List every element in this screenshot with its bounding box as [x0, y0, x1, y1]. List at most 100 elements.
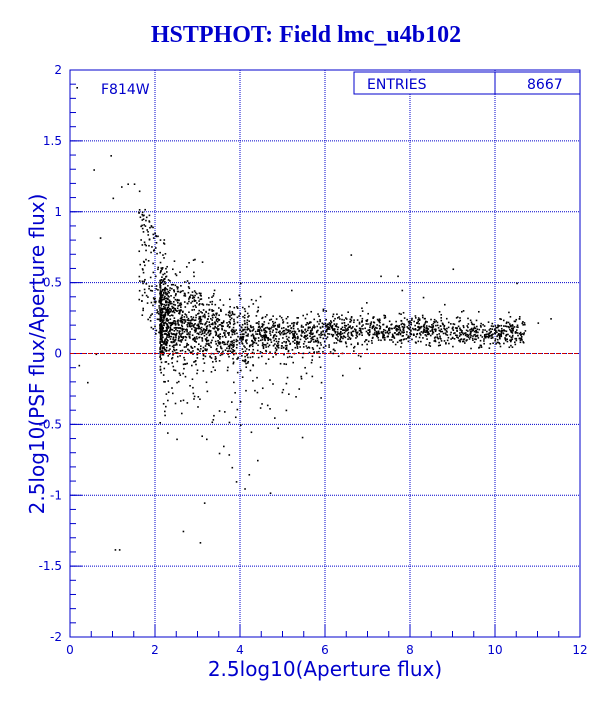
data-point	[172, 310, 175, 312]
data-point	[169, 280, 171, 282]
data-point	[154, 297, 156, 300]
data-point	[261, 335, 264, 337]
data-point	[204, 331, 206, 333]
data-point	[210, 357, 213, 359]
data-point	[155, 275, 157, 278]
data-point	[293, 336, 295, 338]
data-point	[448, 342, 450, 345]
data-point	[241, 306, 244, 309]
data-point	[511, 334, 514, 337]
data-point	[350, 331, 353, 334]
data-point	[184, 293, 186, 295]
data-point	[468, 338, 471, 340]
data-point	[213, 352, 215, 355]
data-point	[165, 291, 167, 294]
data-point	[223, 334, 226, 337]
data-point	[165, 322, 167, 325]
data-point	[244, 326, 247, 329]
data-point	[211, 339, 213, 342]
data-point	[357, 354, 360, 357]
data-point	[192, 386, 194, 389]
data-point	[493, 329, 496, 331]
data-point	[259, 333, 262, 336]
data-point	[343, 322, 346, 324]
data-point	[322, 323, 325, 326]
data-point	[373, 321, 376, 324]
data-point	[298, 341, 301, 343]
data-point	[494, 325, 497, 327]
data-point	[162, 308, 165, 310]
data-point	[457, 337, 459, 339]
data-point	[168, 344, 171, 347]
data-point	[170, 295, 172, 297]
data-point	[192, 296, 195, 298]
data-point	[361, 320, 364, 322]
data-point	[158, 307, 161, 309]
data-point	[273, 339, 275, 342]
data-point	[165, 341, 168, 343]
data-point	[180, 412, 183, 415]
data-point	[500, 332, 502, 335]
data-point	[475, 319, 478, 322]
data-points	[76, 87, 552, 551]
data-point	[487, 336, 490, 339]
data-point	[214, 323, 217, 325]
data-point	[387, 332, 390, 335]
data-point	[473, 341, 476, 343]
data-point	[496, 335, 498, 338]
data-point	[267, 345, 270, 348]
data-point	[199, 331, 201, 333]
data-point	[138, 212, 140, 214]
data-point	[168, 349, 170, 352]
data-point	[473, 327, 475, 330]
data-point	[162, 402, 165, 405]
data-point	[155, 329, 158, 332]
data-point	[324, 345, 327, 347]
data-point	[360, 331, 362, 333]
data-point	[161, 347, 164, 350]
data-point	[308, 347, 311, 349]
data-point	[513, 326, 516, 328]
data-point	[362, 324, 364, 326]
data-point	[211, 296, 213, 298]
data-point	[206, 325, 209, 327]
data-point	[190, 351, 193, 354]
stats-box: ENTRIES 8667	[353, 71, 581, 95]
data-point	[231, 342, 234, 344]
data-point	[359, 329, 362, 331]
data-point	[236, 321, 239, 324]
data-point	[201, 340, 204, 342]
data-point	[207, 339, 210, 342]
data-point	[517, 326, 519, 329]
data-point	[203, 332, 206, 334]
data-point	[173, 327, 176, 329]
data-point	[329, 351, 332, 353]
data-point	[169, 322, 171, 325]
data-point	[160, 295, 162, 297]
data-point	[160, 267, 163, 269]
data-point	[351, 330, 354, 333]
data-point	[285, 382, 288, 385]
data-point	[212, 327, 214, 330]
data-point	[497, 329, 500, 332]
data-point	[238, 315, 240, 317]
data-point	[377, 330, 380, 333]
data-point	[523, 332, 525, 334]
data-point	[162, 298, 164, 301]
data-point	[274, 321, 277, 324]
data-point	[196, 332, 199, 335]
data-point	[178, 311, 181, 314]
data-point	[158, 331, 160, 334]
data-point	[152, 328, 155, 330]
data-point	[456, 316, 459, 318]
data-point	[243, 317, 246, 319]
data-point	[456, 336, 458, 338]
data-point	[293, 339, 296, 341]
data-point	[345, 324, 348, 327]
data-point	[239, 369, 242, 372]
data-point	[412, 333, 415, 336]
data-point	[456, 334, 458, 337]
data-point	[391, 327, 393, 330]
data-point	[216, 327, 218, 329]
data-point	[272, 322, 275, 325]
